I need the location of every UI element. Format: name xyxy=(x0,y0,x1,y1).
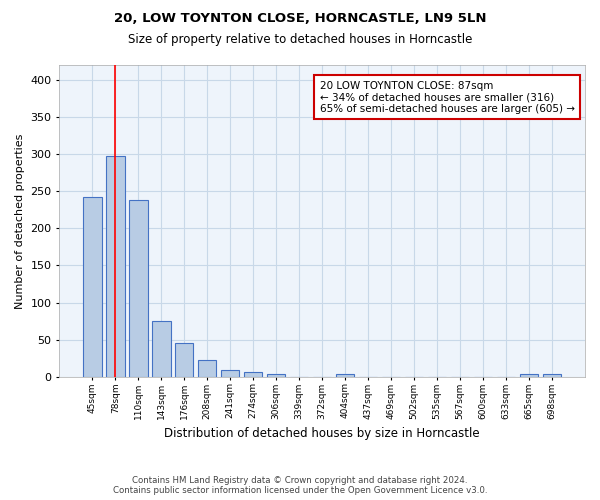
Bar xyxy=(520,374,538,376)
Bar xyxy=(244,372,262,376)
Bar xyxy=(129,200,148,376)
Bar xyxy=(106,156,125,376)
Bar xyxy=(152,321,170,376)
Text: 20 LOW TOYNTON CLOSE: 87sqm
← 34% of detached houses are smaller (316)
65% of se: 20 LOW TOYNTON CLOSE: 87sqm ← 34% of det… xyxy=(320,80,575,114)
Text: 20, LOW TOYNTON CLOSE, HORNCASTLE, LN9 5LN: 20, LOW TOYNTON CLOSE, HORNCASTLE, LN9 5… xyxy=(114,12,486,26)
Bar xyxy=(175,344,193,376)
Bar xyxy=(336,374,355,376)
Bar xyxy=(198,360,217,376)
Bar xyxy=(543,374,561,376)
Y-axis label: Number of detached properties: Number of detached properties xyxy=(15,133,25,308)
Bar xyxy=(267,374,286,376)
X-axis label: Distribution of detached houses by size in Horncastle: Distribution of detached houses by size … xyxy=(164,427,480,440)
Bar xyxy=(221,370,239,376)
Text: Contains HM Land Registry data © Crown copyright and database right 2024.
Contai: Contains HM Land Registry data © Crown c… xyxy=(113,476,487,495)
Text: Size of property relative to detached houses in Horncastle: Size of property relative to detached ho… xyxy=(128,32,472,46)
Bar xyxy=(83,197,101,376)
